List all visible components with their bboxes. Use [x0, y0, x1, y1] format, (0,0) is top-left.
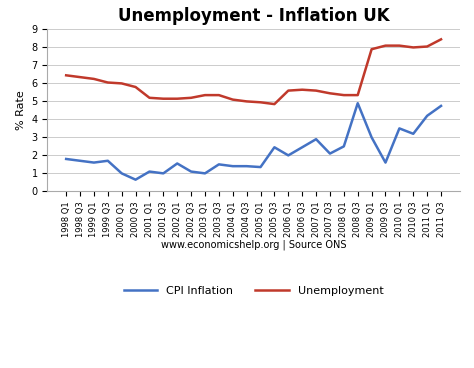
CPI Inflation [438, 104, 444, 108]
CPI Inflation [424, 114, 430, 118]
Unemployment [313, 88, 319, 93]
CPI Inflation [300, 145, 305, 149]
CPI Inflation [91, 160, 97, 165]
Unemployment [174, 96, 180, 101]
Unemployment [341, 93, 346, 97]
CPI Inflation [119, 171, 125, 176]
Line: CPI Inflation: CPI Inflation [66, 103, 441, 180]
Unemployment [119, 81, 125, 86]
Unemployment [272, 102, 277, 106]
CPI Inflation [64, 157, 69, 161]
Unemployment [424, 44, 430, 49]
CPI Inflation [77, 159, 83, 163]
Unemployment [258, 100, 264, 105]
Unemployment [64, 73, 69, 78]
X-axis label: www.economicshelp.org | Source ONS: www.economicshelp.org | Source ONS [161, 240, 346, 250]
CPI Inflation [327, 151, 333, 156]
Unemployment [383, 43, 388, 48]
Unemployment [397, 43, 402, 48]
Unemployment [202, 93, 208, 97]
CPI Inflation [133, 177, 138, 182]
Unemployment [327, 91, 333, 96]
CPI Inflation [285, 153, 291, 158]
CPI Inflation [410, 132, 416, 136]
Unemployment [216, 93, 222, 97]
Unemployment [188, 96, 194, 100]
Unemployment [77, 75, 83, 79]
CPI Inflation [216, 162, 222, 167]
Unemployment [161, 96, 166, 101]
CPI Inflation [188, 169, 194, 174]
CPI Inflation [272, 145, 277, 149]
Unemployment [355, 93, 361, 97]
Unemployment [105, 80, 110, 85]
Legend: CPI Inflation, Unemployment: CPI Inflation, Unemployment [119, 281, 388, 300]
CPI Inflation [397, 126, 402, 131]
Unemployment [300, 88, 305, 92]
Unemployment [410, 45, 416, 50]
Unemployment [133, 85, 138, 89]
CPI Inflation [174, 161, 180, 166]
CPI Inflation [313, 137, 319, 141]
CPI Inflation [258, 165, 264, 169]
Line: Unemployment: Unemployment [66, 39, 441, 104]
CPI Inflation [202, 171, 208, 176]
Unemployment [285, 88, 291, 93]
CPI Inflation [105, 159, 110, 163]
Unemployment [230, 98, 236, 102]
CPI Inflation [244, 164, 249, 169]
CPI Inflation [146, 169, 152, 174]
CPI Inflation [230, 164, 236, 169]
CPI Inflation [341, 144, 346, 149]
CPI Inflation [355, 101, 361, 105]
Unemployment [146, 96, 152, 100]
CPI Inflation [161, 171, 166, 176]
Y-axis label: % Rate: % Rate [16, 91, 26, 130]
Unemployment [369, 47, 374, 52]
CPI Inflation [383, 160, 388, 165]
Title: Unemployment - Inflation UK: Unemployment - Inflation UK [118, 7, 390, 25]
Unemployment [91, 77, 97, 81]
Unemployment [244, 99, 249, 104]
CPI Inflation [369, 135, 374, 139]
Unemployment [438, 37, 444, 42]
